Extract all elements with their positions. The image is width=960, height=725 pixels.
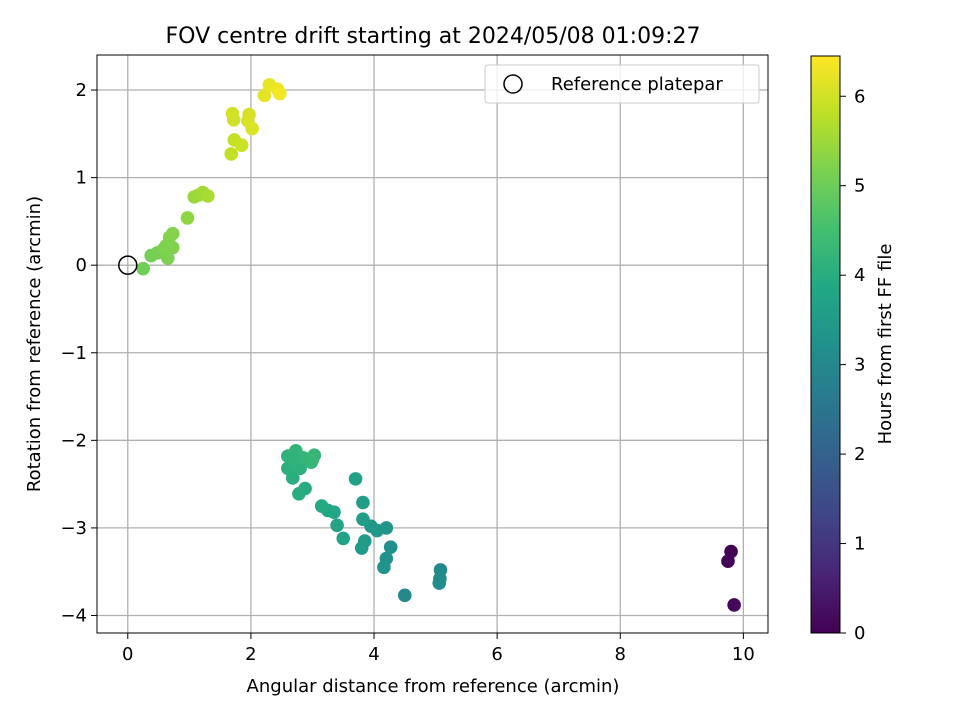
data-point	[234, 138, 249, 153]
x-tick-label: 4	[368, 644, 379, 665]
data-point	[432, 576, 447, 590]
data-point	[273, 86, 287, 101]
colorbar-ticks: 0 1 2 3 4 5 6	[840, 86, 865, 644]
grid	[97, 55, 768, 633]
data-point	[292, 486, 306, 501]
x-tick-label: 2	[245, 644, 256, 665]
y-tick-label: −4	[60, 605, 87, 626]
colorbar-tick-label: 0	[854, 623, 865, 644]
data-point	[307, 448, 322, 463]
y-axis-label: Rotation from reference (arcmin)	[24, 196, 45, 492]
data-point	[356, 512, 370, 526]
y-tick-label: 1	[76, 168, 87, 189]
data-point	[160, 251, 175, 265]
data-point	[348, 472, 363, 486]
colorbar-tick-label: 2	[854, 444, 865, 465]
colorbar-tick-label: 5	[854, 176, 865, 197]
data-points	[136, 77, 741, 612]
x-tick-label: 0	[122, 644, 133, 665]
colorbar-label: Hours from first FF file	[875, 244, 896, 445]
data-point	[165, 226, 180, 241]
y-tick-label: 0	[76, 255, 87, 276]
legend: Reference platepar	[484, 64, 760, 104]
data-point	[356, 495, 370, 510]
data-point	[225, 106, 240, 121]
colorbar	[810, 55, 841, 634]
data-point	[377, 560, 391, 575]
y-tick-label: −3	[60, 518, 87, 539]
data-point	[721, 554, 735, 568]
data-point	[257, 88, 272, 103]
data-point	[136, 261, 150, 276]
data-point	[336, 531, 351, 546]
colorbar-tick-label: 6	[854, 86, 865, 107]
data-point	[224, 147, 238, 161]
data-point	[242, 107, 256, 122]
y-tick-label: −2	[60, 430, 87, 451]
data-point	[383, 540, 398, 554]
data-point	[397, 588, 412, 603]
data-point	[165, 240, 180, 255]
data-point	[314, 499, 329, 513]
chart-title: FOV centre drift starting at 2024/05/08 …	[166, 24, 701, 49]
data-point	[201, 189, 215, 203]
reference-platepar-marker	[118, 255, 138, 275]
data-point	[330, 518, 344, 533]
data-point	[245, 121, 259, 136]
legend-entry-reference: Reference platepar	[551, 74, 723, 95]
x-tick-label: 6	[491, 644, 502, 665]
y-tick-label: −1	[60, 343, 87, 364]
colorbar-tick-label: 1	[854, 534, 865, 555]
data-point	[727, 598, 741, 612]
y-tick-label: 2	[76, 80, 87, 101]
x-axis-ticks: 0 2 4 6 8 10	[122, 633, 755, 665]
y-axis-ticks: 2 1 0 −1 −2 −3 −4	[60, 80, 97, 626]
colorbar-tick-label: 4	[854, 265, 865, 286]
legend-open-circle-icon	[503, 74, 523, 94]
colorbar-tick-label: 3	[854, 355, 865, 376]
plot-frame	[96, 54, 769, 634]
x-axis-label: Angular distance from reference (arcmin)	[247, 676, 620, 697]
legend-box	[484, 64, 760, 104]
x-tick-label: 8	[615, 644, 626, 665]
x-tick-label: 10	[732, 644, 755, 665]
data-point	[180, 211, 195, 225]
data-point	[354, 541, 369, 555]
